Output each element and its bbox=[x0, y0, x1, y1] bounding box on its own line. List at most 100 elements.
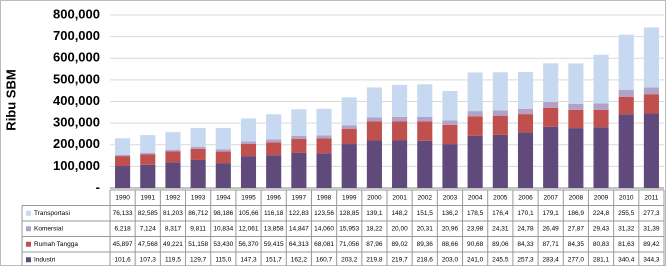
data-label: 136,2 bbox=[442, 210, 459, 217]
bar-segment bbox=[643, 87, 659, 95]
data-label: 87,96 bbox=[366, 241, 383, 248]
data-label: 18,22 bbox=[366, 225, 383, 232]
bar-segment bbox=[366, 140, 382, 188]
bar-segment bbox=[140, 164, 156, 188]
x-tick-label: 2000 bbox=[367, 194, 382, 201]
bar-segment bbox=[442, 144, 458, 188]
bar-segment bbox=[140, 154, 156, 165]
data-label: 89,36 bbox=[417, 241, 434, 248]
bar-segment bbox=[316, 108, 332, 136]
bar-segment bbox=[115, 138, 131, 155]
x-tick-label: 2003 bbox=[443, 194, 458, 201]
bar-segment bbox=[115, 154, 131, 157]
bar-segment bbox=[392, 121, 408, 141]
bar-segment bbox=[643, 27, 659, 88]
data-label: 176,4 bbox=[492, 210, 509, 217]
bar-segment bbox=[492, 72, 508, 111]
data-label: 101,6 bbox=[114, 256, 131, 263]
bar-segment bbox=[341, 125, 357, 129]
data-label: 340,4 bbox=[618, 256, 635, 263]
bar-segment bbox=[190, 159, 206, 188]
data-label: 12,061 bbox=[239, 225, 259, 232]
bar-segment bbox=[593, 54, 609, 104]
data-label: 86,712 bbox=[188, 210, 208, 217]
data-label: 218,6 bbox=[417, 256, 434, 263]
data-label: 14,847 bbox=[289, 225, 309, 232]
data-label: 147,3 bbox=[240, 256, 257, 263]
data-label: 71,056 bbox=[339, 241, 359, 248]
bar-segment bbox=[417, 140, 433, 188]
data-label: 80,83 bbox=[593, 241, 610, 248]
data-label: 49,221 bbox=[163, 241, 183, 248]
data-label: 6,218 bbox=[114, 225, 131, 232]
bar-segment bbox=[442, 120, 458, 125]
legend-label: Rumah Tangga bbox=[34, 241, 78, 248]
bar-segment bbox=[492, 134, 508, 188]
bar-segment bbox=[568, 103, 584, 110]
bar-segment bbox=[392, 116, 408, 122]
bar-segment bbox=[215, 163, 231, 188]
bar-segment bbox=[643, 113, 659, 188]
data-label: 7,124 bbox=[140, 225, 157, 232]
data-label: 31,32 bbox=[618, 225, 635, 232]
y-tick-label: 800,000 bbox=[53, 6, 100, 21]
data-label: 179,1 bbox=[543, 210, 560, 217]
data-label: 89,06 bbox=[492, 241, 509, 248]
bar-segment bbox=[240, 156, 257, 188]
data-label: 76,133 bbox=[113, 210, 133, 217]
bar-segment bbox=[140, 135, 156, 153]
x-tick-label: 1997 bbox=[292, 194, 307, 201]
x-tick-label: 1998 bbox=[317, 194, 332, 201]
data-label: 53,430 bbox=[213, 241, 233, 248]
data-label: 129,7 bbox=[190, 256, 207, 263]
bar-segment bbox=[165, 162, 181, 188]
bar-segment bbox=[240, 141, 257, 144]
bar-segment bbox=[366, 121, 382, 141]
bar-segment bbox=[366, 87, 382, 118]
bar-segment bbox=[240, 118, 257, 142]
bar-segment bbox=[266, 114, 282, 140]
data-label: 277,0 bbox=[568, 256, 585, 263]
bar-segment bbox=[392, 84, 408, 117]
data-label: 123,56 bbox=[314, 210, 334, 217]
x-tick-label: 1994 bbox=[216, 194, 231, 201]
data-label: 14,060 bbox=[314, 225, 334, 232]
data-label: 119,5 bbox=[165, 256, 181, 263]
bar-segment bbox=[467, 135, 483, 188]
data-label: 81,63 bbox=[618, 241, 635, 248]
bar-segment bbox=[291, 109, 307, 136]
y-tick-label: 600,000 bbox=[53, 50, 100, 65]
legend-swatch bbox=[26, 210, 31, 216]
data-label: 178,5 bbox=[467, 210, 484, 217]
bar-segment bbox=[165, 132, 181, 150]
data-label: 219,7 bbox=[391, 256, 408, 263]
bar-segment bbox=[467, 72, 483, 112]
data-label: 10,834 bbox=[213, 225, 233, 232]
data-label: 89,42 bbox=[643, 241, 660, 248]
data-label: 107,3 bbox=[140, 256, 157, 263]
bar-segment bbox=[115, 166, 131, 188]
bar-segment bbox=[341, 144, 357, 188]
x-tick-label: 1999 bbox=[342, 194, 357, 201]
x-tick-label: 2011 bbox=[644, 194, 658, 201]
data-label: 24,78 bbox=[517, 225, 534, 232]
bar-segment bbox=[366, 117, 382, 122]
legend-label: Komersial bbox=[34, 225, 63, 232]
bar-segment bbox=[467, 111, 483, 117]
x-tick-label: 1992 bbox=[166, 194, 181, 201]
data-label: 20,31 bbox=[417, 225, 434, 232]
data-label: 116,18 bbox=[264, 210, 284, 217]
data-label: 241,0 bbox=[467, 256, 484, 263]
data-label: 84,33 bbox=[517, 241, 534, 248]
data-label: 90,68 bbox=[467, 241, 484, 248]
data-label: 87,71 bbox=[543, 241, 560, 248]
data-label: 47,568 bbox=[138, 241, 158, 248]
bar-segment bbox=[517, 132, 534, 188]
x-tick-label: 2007 bbox=[543, 194, 558, 201]
bar-segment bbox=[316, 153, 332, 188]
bar-segment bbox=[165, 149, 181, 152]
bar-segment bbox=[417, 117, 433, 122]
data-label: 82,585 bbox=[138, 210, 158, 217]
data-label: 56,370 bbox=[239, 241, 259, 248]
